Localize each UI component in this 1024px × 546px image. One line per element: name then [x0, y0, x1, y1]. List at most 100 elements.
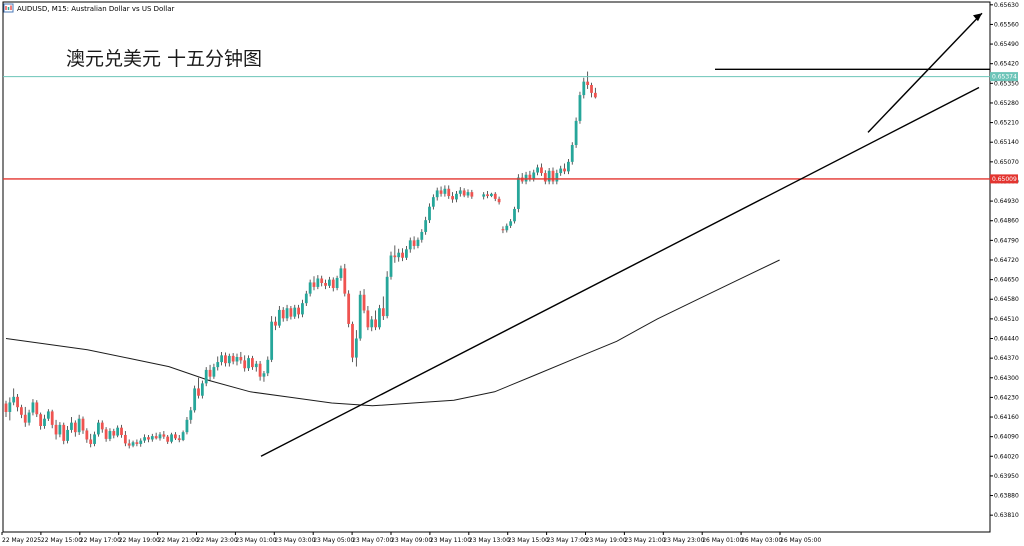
candle-body [324, 282, 327, 286]
candle-body [139, 440, 143, 444]
candle [555, 169, 559, 185]
candle-body [501, 229, 505, 231]
candle-body [116, 427, 120, 436]
candle-body [320, 278, 324, 283]
x-tick-label: 26 May 05:00 [780, 537, 821, 544]
candle [120, 424, 123, 438]
candle [35, 400, 39, 418]
candle [513, 206, 516, 224]
candle [16, 394, 19, 412]
candle-body [200, 383, 204, 396]
candle [416, 237, 420, 249]
candle [351, 321, 354, 363]
candle-body [281, 309, 285, 319]
candle-body [551, 170, 555, 182]
candle [58, 422, 62, 438]
candle [174, 432, 177, 441]
candle [455, 191, 458, 203]
candle-body [582, 81, 586, 96]
candle [439, 186, 443, 197]
candle-body [150, 436, 154, 440]
candle [147, 434, 150, 443]
candle-body [112, 431, 116, 436]
candle [281, 307, 285, 322]
candle-body [316, 278, 320, 287]
candle-body [4, 403, 8, 412]
candle [343, 263, 347, 297]
chart-title-annotation: 澳元兑美元 十五分钟图 [66, 48, 262, 70]
y-tick-label: 0.65070 [994, 159, 1019, 166]
candle-body [412, 240, 416, 246]
candle [593, 87, 597, 99]
x-tick-label: 23 May 05:00 [313, 537, 354, 544]
candle-body [274, 321, 277, 326]
candle [285, 304, 289, 322]
candle [451, 192, 454, 203]
candle-body [543, 173, 547, 182]
candle-body [462, 190, 466, 196]
candle-body [251, 358, 254, 368]
candle [497, 196, 501, 205]
y-tick-label: 0.64020 [994, 453, 1019, 460]
candle [482, 192, 486, 200]
candle-body [354, 338, 358, 358]
candle-body [389, 255, 393, 277]
candle-body [123, 434, 127, 444]
candle [490, 192, 493, 198]
candle [354, 330, 358, 367]
candle-body [97, 422, 100, 435]
candle-body [212, 367, 216, 377]
candle-body [50, 411, 54, 425]
x-tick-label: 23 May 19:00 [586, 537, 627, 544]
candle [420, 229, 424, 243]
candle-body [174, 434, 177, 439]
candle-body [370, 319, 374, 328]
candle-body [31, 402, 35, 413]
candle-body [567, 161, 570, 172]
uptrend-line [260, 86, 980, 457]
candle [162, 431, 166, 439]
candle-body [70, 422, 73, 430]
y-tick-label: 0.65490 [994, 41, 1019, 48]
x-tick-label: 26 May 03:00 [741, 537, 782, 544]
candle [208, 364, 212, 381]
candle [408, 237, 412, 253]
candle [97, 419, 100, 437]
candle-body [162, 434, 166, 437]
candle [227, 353, 231, 367]
candle [293, 304, 297, 319]
candle [393, 245, 397, 263]
candle [381, 296, 385, 320]
candle [112, 428, 116, 439]
candle-body [43, 418, 46, 426]
candle-body [381, 308, 385, 317]
candle-body [578, 95, 582, 121]
y-tick-label: 0.64720 [994, 257, 1019, 264]
candle-body [254, 363, 258, 368]
chart-frame [2, 1, 991, 533]
candle [20, 404, 23, 419]
candle [143, 434, 146, 443]
x-tick-label: 22 May 23:00 [197, 537, 238, 544]
y-tick-label: 0.65140 [994, 139, 1019, 146]
candle-body [366, 310, 370, 328]
candle-body [428, 206, 431, 221]
x-tick-label: 23 May 07:00 [352, 537, 393, 544]
candle-body [120, 427, 123, 435]
candle [586, 71, 590, 89]
level-lines [3, 12, 990, 457]
candle-body [185, 419, 189, 433]
candle [231, 353, 235, 365]
candle [177, 434, 181, 443]
candle [46, 409, 50, 421]
x-tick-label: 23 May 01:00 [235, 537, 276, 544]
candle [412, 236, 416, 250]
candle [200, 380, 204, 399]
candle-body [555, 173, 559, 182]
candle [320, 275, 324, 287]
current-price-label: 0.65374 [992, 74, 1017, 81]
candle-body [127, 443, 131, 446]
candle [424, 216, 428, 235]
candle [204, 367, 208, 387]
